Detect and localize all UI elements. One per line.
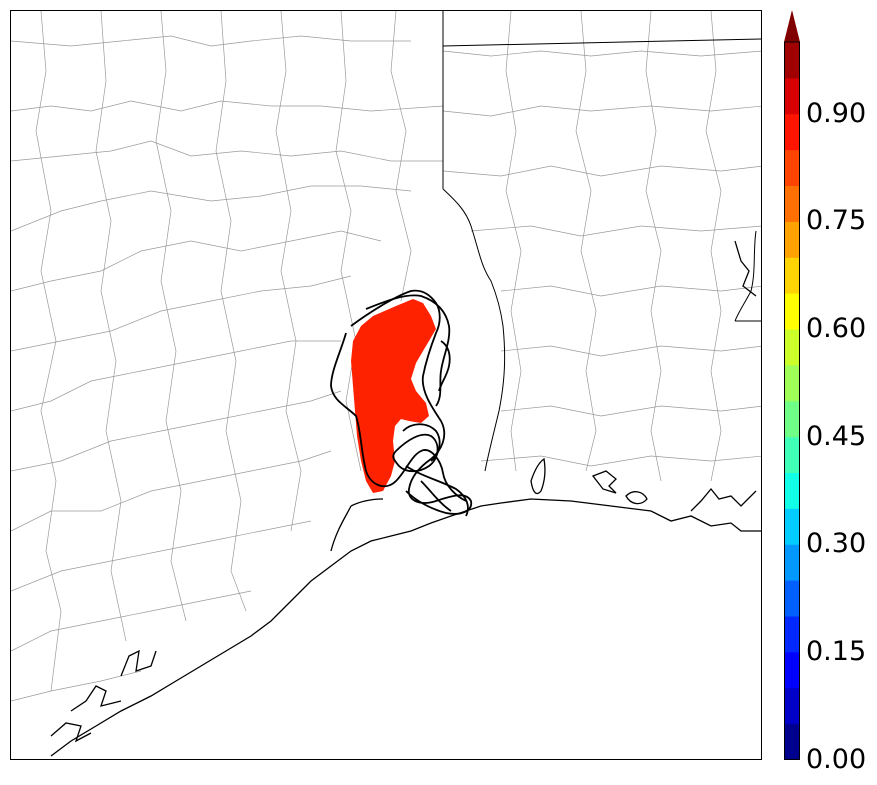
colorbar-segment bbox=[784, 436, 800, 473]
colorbar-segment bbox=[784, 42, 800, 79]
colorbar-tick-label: 0.90 bbox=[806, 97, 867, 129]
colorbar-segment bbox=[784, 329, 800, 366]
colorbar-segment bbox=[784, 113, 800, 151]
map-canvas bbox=[11, 11, 761, 757]
colorbar-tick-label: 0.00 bbox=[806, 743, 867, 775]
colorbar-tick-label: 0.15 bbox=[806, 635, 867, 667]
colorbar-segment bbox=[784, 77, 800, 115]
colorbar-segments bbox=[784, 42, 800, 760]
colorbar-segment bbox=[784, 651, 800, 689]
probability-fill bbox=[351, 299, 436, 493]
colorbar-segment bbox=[784, 723, 800, 760]
colorbar-segment bbox=[784, 580, 800, 617]
state-boundaries bbox=[442, 11, 761, 472]
colorbar-tick-label: 0.60 bbox=[806, 313, 867, 344]
colorbar bbox=[784, 10, 800, 760]
colorbar-tick-label: 0.30 bbox=[806, 528, 867, 560]
colorbar-tick-label: 0.75 bbox=[806, 205, 867, 237]
colorbar-segment bbox=[784, 616, 800, 653]
colorbar-segment bbox=[784, 687, 800, 725]
map-panel bbox=[10, 10, 762, 760]
colorbar-outline bbox=[784, 41, 800, 760]
colorbar-segment bbox=[784, 185, 800, 222]
ensemble-contours bbox=[330, 289, 473, 517]
colorbar-segment bbox=[784, 149, 800, 186]
coastline bbox=[50, 240, 761, 757]
colorbar-segment bbox=[784, 293, 800, 330]
colorbar-segment bbox=[784, 508, 800, 545]
colorbar-segment bbox=[784, 472, 800, 509]
colorbar-extend-arrow bbox=[784, 10, 800, 42]
colorbar-segment bbox=[784, 221, 800, 258]
county-boundaries bbox=[11, 11, 761, 702]
colorbar-segment bbox=[784, 364, 800, 402]
colorbar-tick-label: 0.45 bbox=[806, 420, 867, 452]
colorbar-segment bbox=[784, 257, 800, 294]
colorbar-segment bbox=[784, 400, 800, 438]
colorbar-segment bbox=[784, 544, 800, 581]
